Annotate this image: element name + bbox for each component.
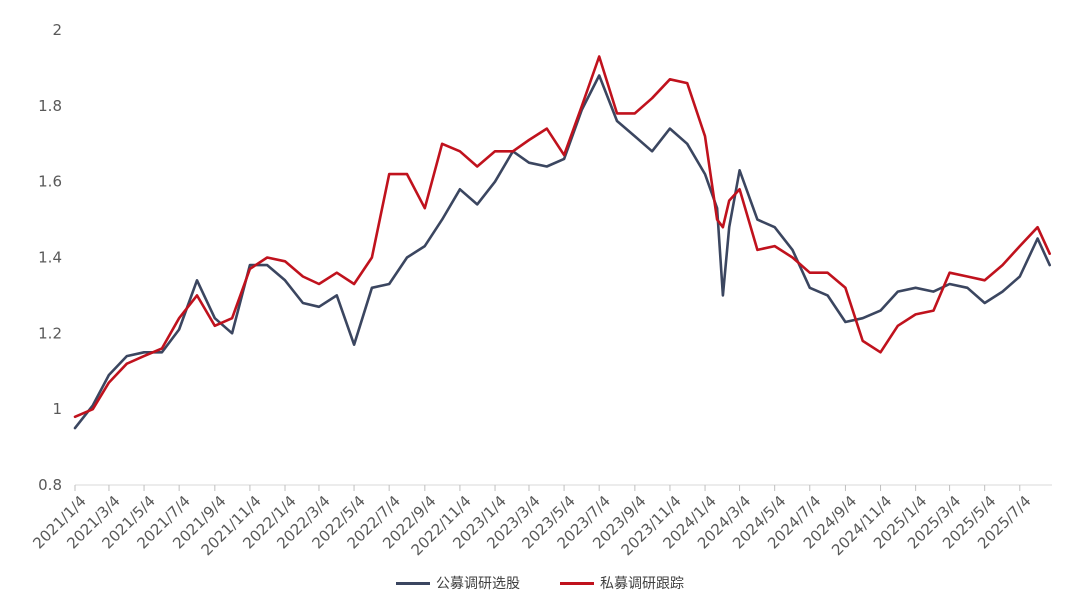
legend-item-public: 公募调研选股: [396, 573, 520, 593]
y-tick-label: 1: [52, 400, 62, 418]
series-line-private: [73, 55, 1051, 419]
y-axis: 0.8 1 1.2 1.4 1.6 1.8 2: [38, 21, 62, 494]
y-tick-label: 1.6: [38, 173, 62, 191]
series-line-public: [73, 74, 1051, 430]
legend-swatch-private: [560, 581, 594, 585]
y-tick-label: 0.8: [38, 476, 62, 494]
series-lines: [73, 55, 1051, 430]
legend-label-public: 公募调研选股: [436, 576, 520, 592]
y-tick-label: 1.4: [38, 249, 62, 267]
legend-label-private: 私募调研跟踪: [600, 576, 684, 592]
y-tick-label: 1.2: [38, 324, 62, 342]
y-tick-label: 2: [52, 21, 62, 39]
legend: 公募调研选股 私募调研跟踪: [0, 573, 1080, 593]
x-axis: 2021/1/42021/3/42021/5/42021/7/42021/9/4…: [29, 485, 1035, 559]
legend-swatch-public: [396, 581, 430, 585]
legend-item-private: 私募调研跟踪: [560, 573, 684, 593]
y-tick-label: 1.8: [38, 97, 62, 115]
line-chart: 0.8 1 1.2 1.4 1.6 1.8 2 2021/1/42021/3/42021/5…: [29, 21, 1052, 559]
